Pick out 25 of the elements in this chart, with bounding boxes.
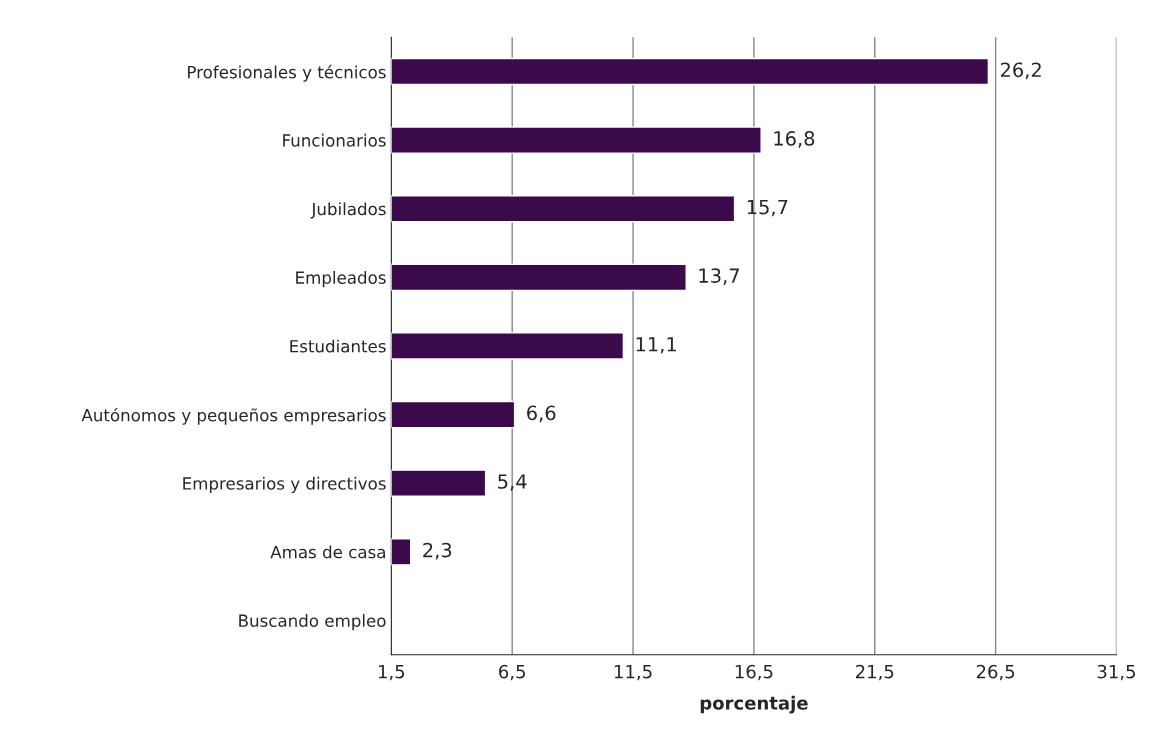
- y-tick-label: Profesionales y técnicos: [188, 64, 386, 82]
- data-label: 2,3: [423, 542, 452, 560]
- x-axis-title: porcentaje: [700, 695, 808, 714]
- y-tick-label: Empresarios y directivos: [183, 476, 386, 493]
- data-label: 6,6: [527, 405, 556, 423]
- data-label: 5,4: [498, 474, 527, 491]
- x-tick-label: 31,5: [1097, 664, 1135, 681]
- data-label: 26,2: [1000, 62, 1041, 80]
- data-label: 13,7: [699, 268, 739, 285]
- x-tick-label: 11,5: [614, 665, 652, 681]
- y-tick-label: Jubilados: [310, 202, 386, 219]
- x-tick-label: 6,5: [499, 664, 525, 681]
- y-tick-label: Funcionarios: [283, 133, 386, 147]
- y-tick-label: Autónomos y pequeños empresarios: [81, 407, 386, 425]
- x-tick-label: 21,5: [855, 664, 894, 681]
- data-label: 15,7: [747, 199, 788, 217]
- data-label: 11,1: [636, 337, 676, 354]
- y-tick-label: Empleados: [296, 271, 386, 288]
- y-tick-label: Estudiantes: [290, 339, 386, 353]
- x-tick-label: 26,5: [976, 664, 1015, 681]
- x-tick-label: 1,5: [378, 665, 405, 681]
- y-tick-label: Amas de casa: [270, 545, 385, 559]
- data-label: 16,8: [774, 131, 815, 148]
- x-tick-label: 16,5: [735, 664, 773, 681]
- y-tick-label: Buscando empleo: [239, 614, 386, 631]
